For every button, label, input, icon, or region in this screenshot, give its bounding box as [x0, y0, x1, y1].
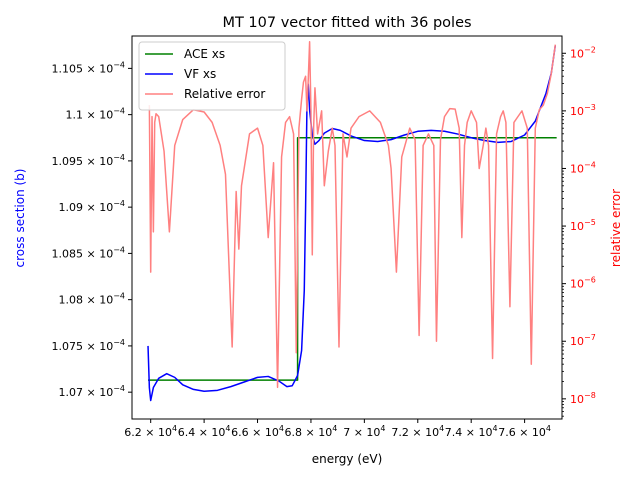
y-right-tick-label: 10−4 [570, 160, 596, 175]
y-axis-label-left: cross section (b) [13, 169, 27, 268]
x-tick-label: 6.4 × 104 [178, 424, 231, 439]
x-tick-label: 7.4 × 104 [445, 424, 498, 439]
y-left-tick-label: 1.075 × 10−4 [52, 338, 126, 353]
y-right-tick-label: 10−5 [570, 218, 596, 233]
y-left-tick-label: 1.07 × 10−4 [59, 384, 126, 399]
plot-area [147, 41, 557, 402]
y-right-tick-label: 10−8 [570, 391, 596, 406]
y-left-tick-label: 1.08 × 10−4 [59, 292, 126, 307]
x-tick-label: 6.2 × 104 [124, 424, 177, 439]
legend-label: VF xs [184, 67, 216, 81]
series-line-vf-xs [147, 45, 557, 402]
legend-label: ACE xs [184, 47, 225, 61]
legend-label: Relative error [184, 87, 265, 101]
legend-box [138, 41, 286, 111]
y-axis-label-right: relative error [609, 189, 623, 267]
x-tick-label: 6.8 × 104 [285, 424, 338, 439]
y-left-tick-label: 1.1 × 10−4 [66, 107, 126, 122]
y-axis-left-ticks: 1.07 × 10−4 1.075 × 10−4 1.08 × 10−4 1.085 … [52, 60, 132, 399]
plot-frame [131, 35, 563, 420]
x-axis-label: energy (eV) [312, 452, 383, 466]
y-right-tick-label: 10−6 [570, 276, 596, 291]
y-left-tick-label: 1.09 × 10−4 [59, 199, 126, 214]
x-axis-ticks: 6.2 × 104 6.4 × 104 6.6 × 104 6.8 × 104 7 × … [124, 419, 551, 439]
x-tick-label: 7.6 × 104 [498, 424, 551, 439]
y-right-tick-label: 10−7 [570, 333, 596, 348]
x-tick-label: 6.6 × 104 [231, 424, 284, 439]
y-left-tick-label: 1.085 × 10−4 [52, 245, 126, 260]
legend: ACE xs VF xs Relative error [138, 41, 286, 111]
x-tick-label: 7.2 × 104 [391, 424, 444, 439]
y-left-tick-label: 1.105 × 10−4 [52, 60, 126, 75]
y-right-tick-label: 10−3 [570, 103, 596, 118]
y-axis-right-ticks: 10−8 10−7 10−6 10−5 10−4 10−3 10−2 [562, 45, 596, 417]
chart-title: MT 107 vector fitted with 36 poles [222, 15, 471, 31]
y-left-tick-label: 1.095 × 10−4 [52, 153, 126, 168]
y-right-tick-label: 10−2 [570, 45, 596, 60]
x-tick-label: 7 × 104 [343, 424, 385, 439]
series-line-relative-error [148, 41, 557, 389]
